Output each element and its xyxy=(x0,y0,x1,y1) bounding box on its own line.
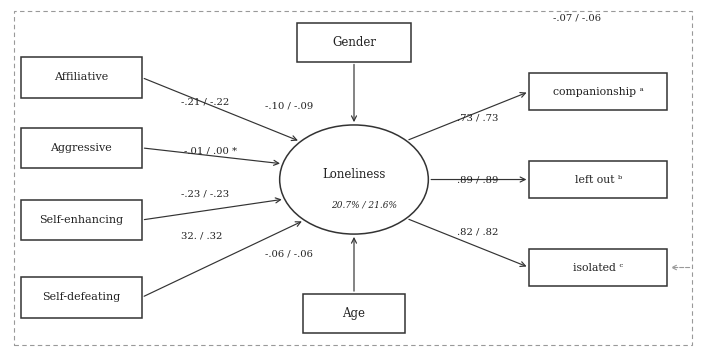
Text: Loneliness: Loneliness xyxy=(322,168,386,181)
Text: -.21 / -.22: -.21 / -.22 xyxy=(181,98,229,107)
Text: Aggressive: Aggressive xyxy=(50,143,113,153)
Bar xyxy=(21,277,142,318)
Text: .89 / .89: .89 / .89 xyxy=(457,175,498,184)
Text: 32. / .32: 32. / .32 xyxy=(181,231,222,240)
Bar xyxy=(303,294,405,333)
Text: Self-defeating: Self-defeating xyxy=(42,293,120,302)
Ellipse shape xyxy=(280,125,428,234)
Bar xyxy=(21,128,142,168)
Text: -.07 / -.06: -.07 / -.06 xyxy=(553,13,601,22)
Text: .73 / .73: .73 / .73 xyxy=(457,113,498,122)
Text: -.01 / .00 *: -.01 / .00 * xyxy=(184,147,237,156)
Text: -.06 / -.06: -.06 / -.06 xyxy=(265,250,313,259)
Text: .82 / .82: .82 / .82 xyxy=(457,228,498,237)
Text: Self-enhancing: Self-enhancing xyxy=(40,215,123,225)
Text: Gender: Gender xyxy=(332,36,376,49)
Bar xyxy=(21,57,142,98)
Bar xyxy=(21,200,142,240)
Text: isolated ᶜ: isolated ᶜ xyxy=(573,263,623,272)
Text: Age: Age xyxy=(343,307,365,320)
Text: companionship ᵃ: companionship ᵃ xyxy=(553,87,644,96)
Bar xyxy=(297,23,411,62)
Bar xyxy=(529,161,667,198)
Bar xyxy=(529,249,667,286)
Text: Affiliative: Affiliative xyxy=(55,73,108,82)
Text: -.23 / -.23: -.23 / -.23 xyxy=(181,189,229,198)
Text: 20.7% / 21.6%: 20.7% / 21.6% xyxy=(331,200,396,209)
Text: left out ᵇ: left out ᵇ xyxy=(575,175,622,184)
Bar xyxy=(529,73,667,110)
Text: -.10 / -.09: -.10 / -.09 xyxy=(265,101,313,110)
